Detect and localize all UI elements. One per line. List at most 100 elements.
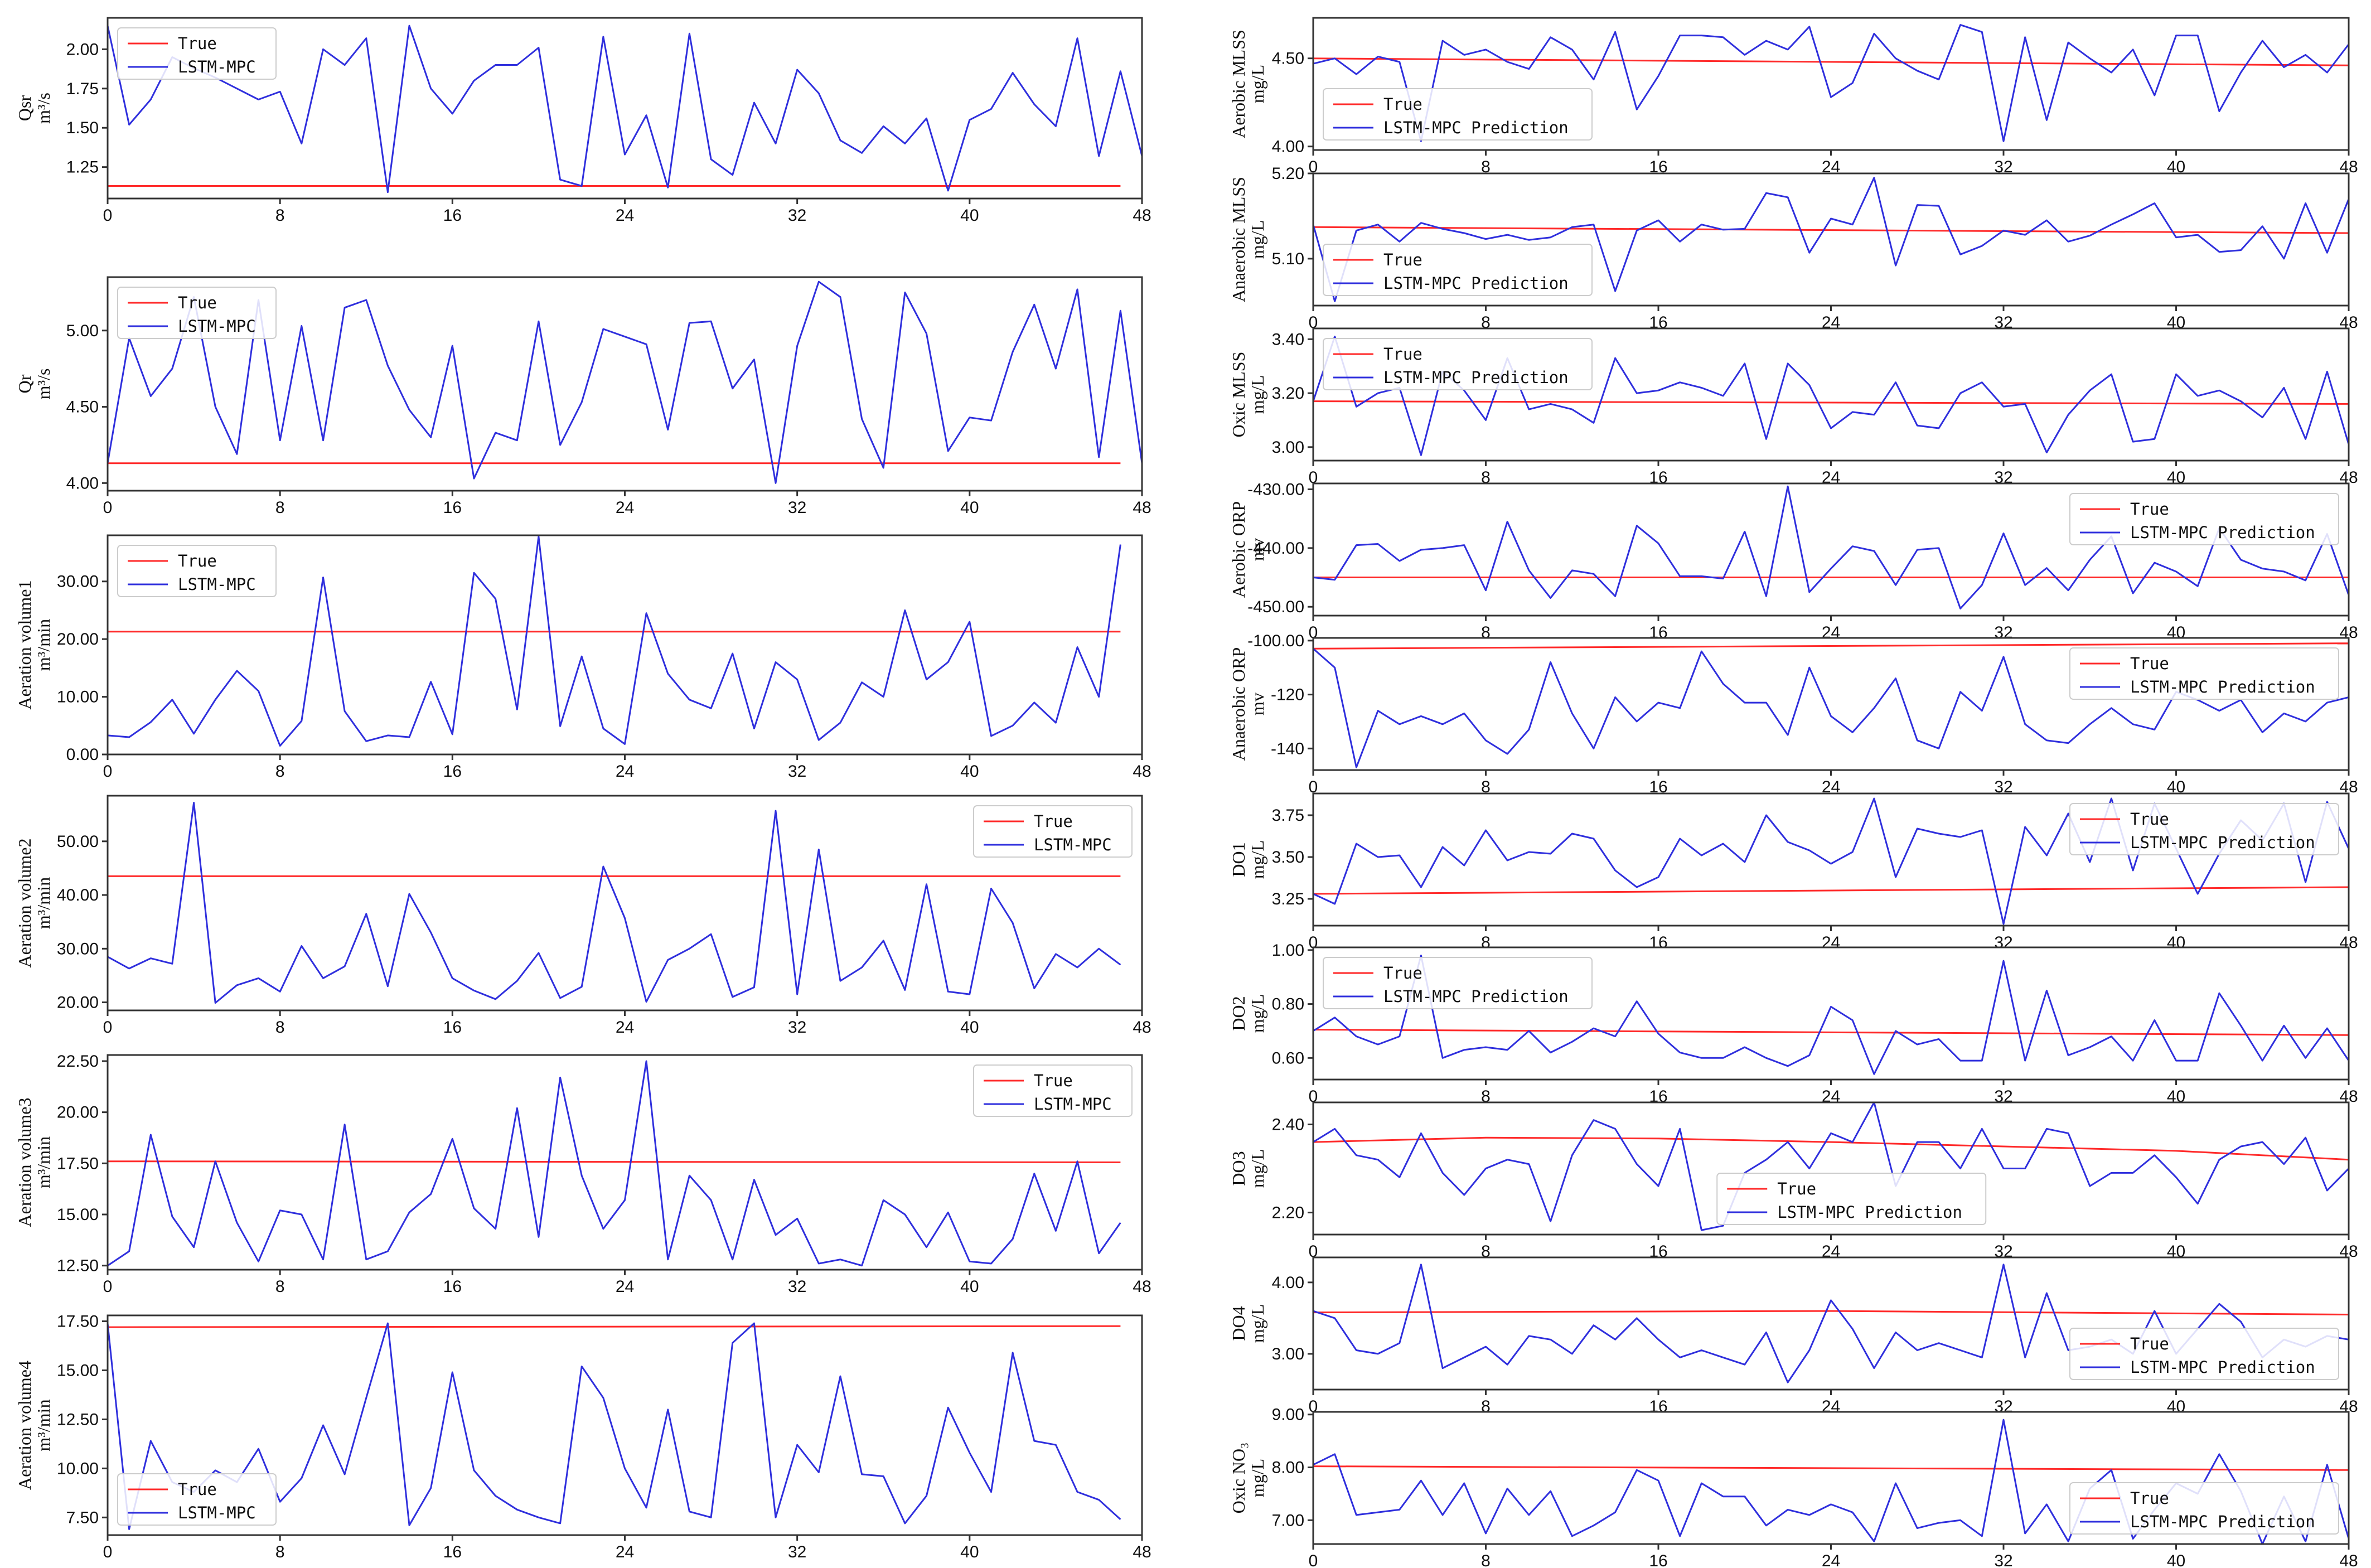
x-tick-label: 8 [1481,1552,1491,1568]
prediction-series-line [1313,1101,2350,1231]
chart-panel-12: 0 8 16 24 32 40 483.253.503.75DO1mg/LTrueLSTM-… [1228,792,2358,952]
x-tick-label: 0 [103,1018,113,1037]
y-tick-label: 12.50 [57,1257,99,1275]
legend-box [2069,803,2339,855]
chart-panel-2: 0 8 16 24 32 40 48 4.00 4.50 5.00 Qrm³/s True LSTM-M… [14,276,1151,517]
legend: True LSTM-MPC Prediction [2069,493,2339,545]
legend-box [1716,1173,1987,1225]
x-tick-label: 40 [960,1277,979,1296]
x-tick-label: 16 [1649,1397,1667,1416]
y-tick-label: 3.50 [1272,848,1304,867]
y-axis-label: Oxic NO₃mg/L [1228,1443,1267,1514]
x-tick-label: 24 [616,1543,634,1561]
y-axis-label: Oxic MLSSmg/L [1228,352,1267,438]
x-tick-label: 48 [1133,206,1151,225]
y-axis-label: Aeration volume4m³/min [14,1361,54,1490]
true-series-line [1313,57,2349,66]
x-tick-label: 0 [1309,313,1318,332]
legend-prediction-label: LSTM-MPC Prediction [2130,1512,2315,1531]
x-tick-label: 40 [960,1018,979,1037]
x-tick-label: 24 [616,499,634,517]
true-series-line [107,1325,1121,1328]
y-tick-label: 0.80 [1272,995,1304,1014]
prediction-series-line [107,25,1143,193]
y-tick-label: 5.10 [1272,250,1304,268]
legend-prediction-label: LSTM-MPC Prediction [1777,1203,1962,1222]
legend-prediction-label: LSTM-MPC Prediction [1383,368,1569,387]
x-tick-label: 40 [2167,623,2185,642]
x-tick-label: 8 [1481,623,1491,642]
legend-true-label: True [178,1480,217,1499]
legend-true-label: True [178,34,217,53]
legend-true-label: True [1034,1071,1073,1090]
y-tick-label: -450.00 [1247,598,1304,616]
legend: True LSTM-MPC [117,27,277,80]
y-tick-label: 2.00 [66,40,99,59]
legend-prediction-label: LSTM-MPC Prediction [2130,677,2315,696]
y-tick-label: 1.25 [66,158,99,177]
x-tick-label: 0 [1309,158,1318,176]
legend: True LSTM-MPC Prediction [1716,1173,1987,1225]
x-tick-label: 32 [1994,933,2012,952]
y-tick-label: 4.00 [1272,1274,1304,1292]
x-tick-label: 32 [788,206,806,225]
y-axis-label: Aerobic ORPmv [1228,501,1267,598]
legend: True LSTM-MPC Prediction [1323,88,1593,141]
legend-prediction-label: LSTM-MPC [178,57,256,76]
x-tick-label: 8 [275,1543,285,1561]
legend: True LSTM-MPC Prediction [2069,1328,2339,1380]
x-tick-label: 32 [788,1543,806,1561]
y-axis-label: Aeration volume3m³/min [14,1098,54,1227]
x-tick-label: 0 [1309,1552,1318,1568]
x-tick-label: 0 [103,762,113,781]
x-tick-label: 48 [2339,1552,2358,1568]
x-tick-label: 8 [275,762,285,781]
true-series-line [1313,886,2349,895]
y-tick-label: 3.00 [1272,438,1304,457]
x-tick-label: 48 [1133,1543,1151,1561]
legend-prediction-label: LSTM-MPC Prediction [1383,118,1569,137]
x-tick-label: 8 [1481,158,1491,176]
legend-true-label: True [2130,810,2169,829]
x-tick-label: 24 [1822,623,1840,642]
y-axis-label: Anaerobic ORPmv [1228,647,1267,761]
legend-box [2069,1482,2339,1535]
legend: True LSTM-MPC Prediction [1323,338,1593,390]
y-tick-label: -100.00 [1247,632,1304,650]
x-tick-label: 32 [1994,623,2012,642]
x-tick-label: 0 [103,206,113,225]
x-tick-label: 8 [275,206,285,225]
y-axis-label: DO2mg/L [1228,994,1267,1033]
y-tick-label: 3.40 [1272,330,1304,349]
legend-prediction-label: LSTM-MPC [178,317,256,336]
legend-prediction-label: LSTM-MPC Prediction [1383,987,1569,1006]
prediction-series-line [107,802,1121,1004]
true-series-line [1313,226,2349,234]
true-series-line [1313,1029,2349,1036]
legend-true-label: True [1383,250,1422,269]
y-tick-label: 4.50 [66,398,99,417]
y-tick-label: 17.50 [57,1154,99,1173]
x-tick-label: 40 [960,499,979,517]
true-series-line [107,1160,1121,1163]
legend-box [1323,957,1593,1009]
y-tick-label: 3.25 [1272,890,1304,908]
legend-true-label: True [1383,95,1422,114]
x-tick-label: 8 [275,1277,285,1296]
x-tick-label: 0 [103,1277,113,1296]
y-axis-label: DO4mg/L [1228,1304,1267,1343]
x-tick-label: 48 [1133,1018,1151,1037]
x-tick-label: 8 [1481,933,1491,952]
y-axis-label: DO1mg/L [1228,840,1267,879]
true-series-line [1313,642,2349,650]
legend: True LSTM-MPC Prediction [1323,957,1593,1009]
y-tick-label: 3.20 [1272,384,1304,403]
x-tick-label: 0 [1309,1087,1318,1106]
x-tick-label: 16 [443,206,462,225]
x-tick-label: 0 [103,1543,113,1561]
x-tick-label: 0 [1309,1242,1318,1261]
y-tick-label: -430.00 [1247,481,1304,499]
x-tick-label: 16 [443,1018,462,1037]
y-tick-label: 1.75 [66,80,99,98]
